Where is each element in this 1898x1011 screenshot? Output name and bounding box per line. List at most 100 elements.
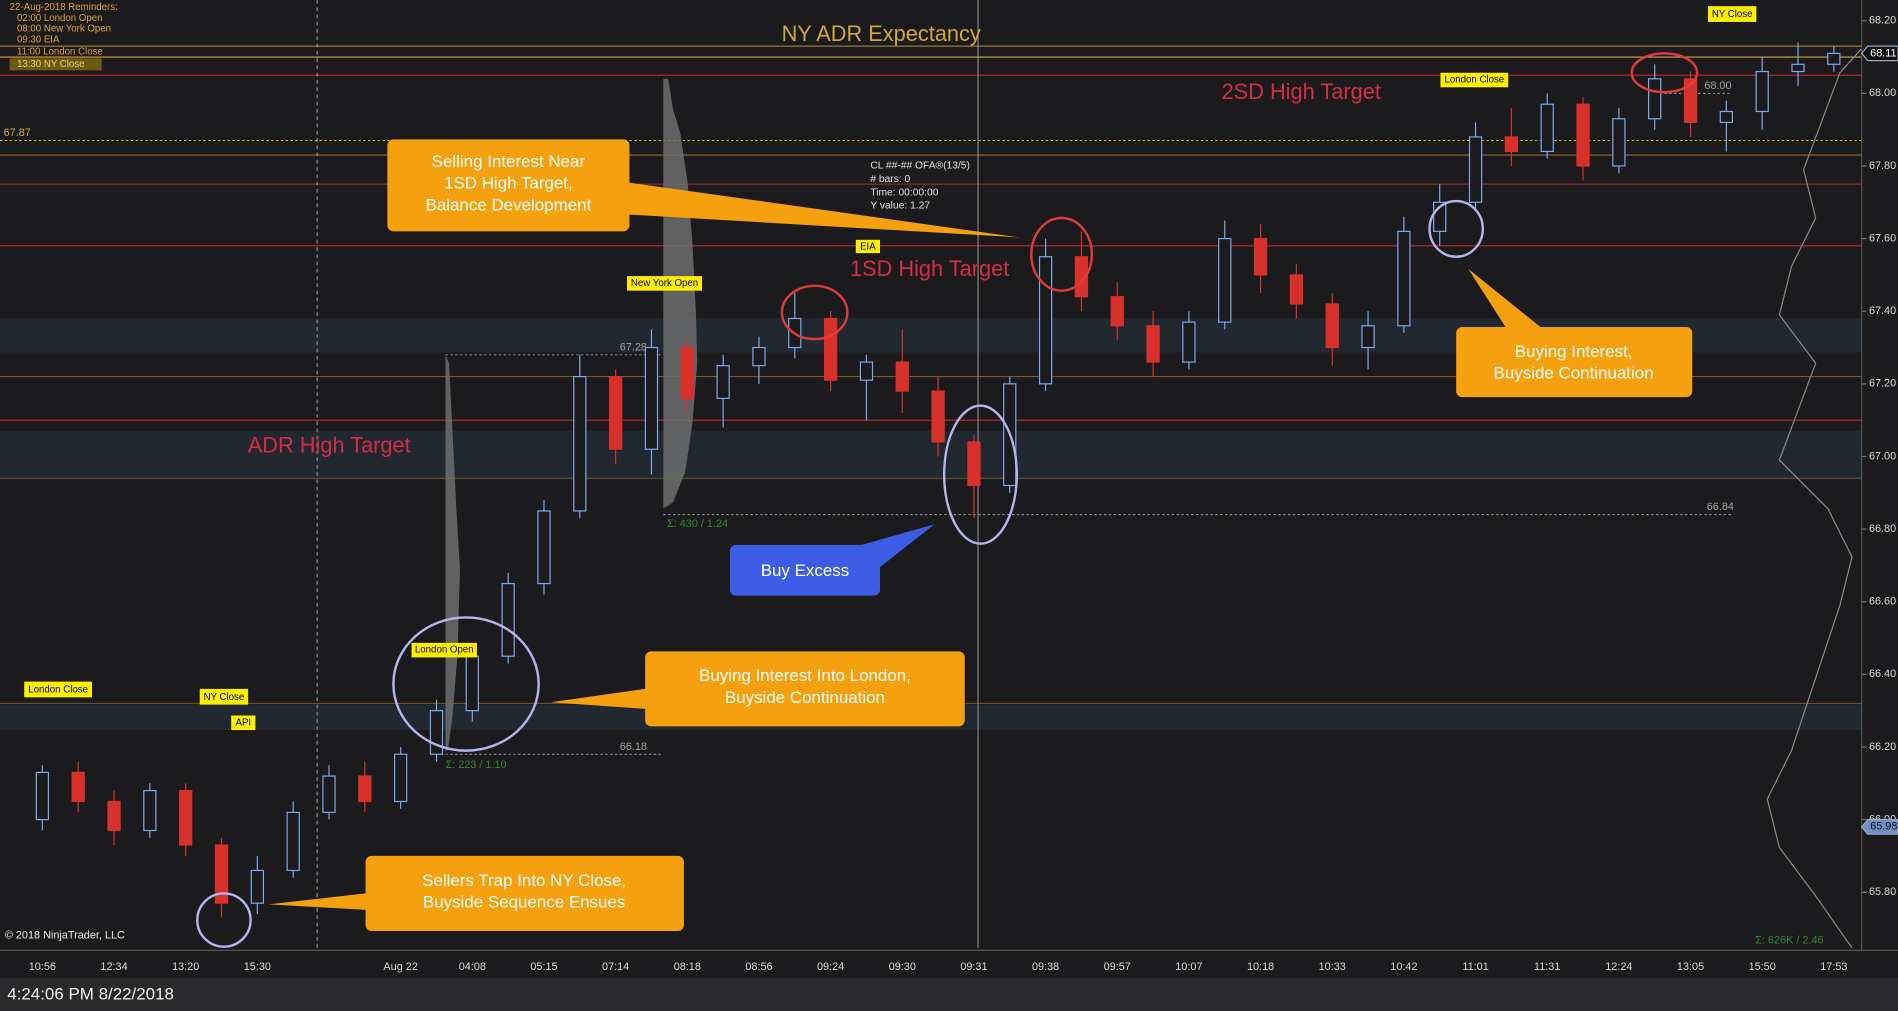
candle-body [537, 510, 551, 585]
status-time: 4:24:06 PM 8/22/2018 [7, 985, 174, 1004]
copyright: © 2018 NinjaTrader, LLC [5, 930, 125, 942]
session-tag [24, 681, 92, 698]
x-tick-label: 09:57 [1104, 961, 1131, 973]
callout-box [387, 139, 630, 232]
annotation: ADR High Target [248, 433, 411, 458]
reminder: 08:00 New York Open [17, 24, 111, 35]
x-tick-label: 09:30 [889, 961, 916, 973]
callout-text: Buying Interest, [1515, 342, 1633, 361]
highlight [196, 892, 252, 948]
x-tick-label: 10:18 [1247, 961, 1274, 973]
session-tag [855, 239, 881, 254]
candle-body [1074, 256, 1089, 298]
candle-body [644, 346, 659, 450]
candle-body [214, 844, 229, 904]
price-badge [1860, 819, 1898, 835]
y-tick-label: 67.60 [1869, 232, 1896, 244]
y-tick-label: 68.20 [1869, 15, 1896, 27]
callout-pointer [605, 179, 1020, 238]
y-tick-label: 67.20 [1869, 378, 1896, 390]
candle-body [1468, 136, 1483, 203]
candle-body [1827, 52, 1841, 65]
session-label: London Close [1444, 75, 1504, 86]
candle-body [1612, 118, 1626, 167]
x-tick-label: 11:31 [1534, 961, 1560, 973]
candle-body [107, 800, 121, 832]
price-badge-label: 68.11 [1870, 47, 1896, 59]
reminder: 11:00 London Close [17, 47, 103, 58]
candle-body [823, 317, 838, 381]
callout-pointer [268, 892, 376, 911]
info-line: Time: 00:00:00 [870, 187, 938, 198]
candle-body [250, 869, 265, 904]
y-tick-label: 67.80 [1869, 160, 1896, 172]
session-label: London Close [28, 685, 88, 696]
reminder: 02:00 London Open [17, 13, 103, 24]
x-tick-label: 10:42 [1390, 961, 1417, 973]
price-level-label: 68.00 [1704, 80, 1731, 92]
candle-body [1755, 70, 1769, 113]
session-tag [411, 642, 477, 658]
x-tick-label: 09:38 [1032, 961, 1059, 973]
candle-body [286, 811, 300, 872]
callout: Buying Interest, Buyside Continuation [1456, 268, 1693, 398]
x-tick-label: 17:53 [1820, 961, 1847, 973]
candle-body [35, 771, 50, 821]
y-tick-label: 66.60 [1869, 596, 1896, 608]
volume-profile [663, 78, 698, 509]
volume-profile [1766, 48, 1863, 949]
zone-band [0, 431, 1862, 480]
reminder-highlight [9, 58, 102, 71]
candle-body [1253, 237, 1268, 276]
candle-body [859, 361, 874, 381]
info-line: CL ##-## OFA®(13/5) [870, 161, 970, 172]
session-label: New York Open [631, 278, 698, 289]
price-level-label: 66.84 [1707, 501, 1734, 513]
candle-body [143, 789, 157, 832]
highlight [1030, 216, 1094, 292]
candle-body [1110, 296, 1124, 327]
reminders: 22-Aug-2018 Reminders: 02:00 London Open… [9, 2, 118, 71]
candle-body [931, 390, 945, 443]
highlight [1630, 52, 1699, 94]
info-line: Y value: 1.27 [870, 201, 930, 212]
x-tick-label: 08:56 [745, 961, 772, 973]
price-badge [1860, 45, 1898, 62]
callout-text: Buying Interest Into London, [699, 666, 911, 685]
status-bar [0, 978, 1898, 1011]
x-tick-label: 15:50 [1749, 961, 1776, 973]
session-label: API [236, 717, 252, 728]
candle-body [394, 753, 408, 803]
callout-text: Selling Interest Near [432, 152, 586, 171]
highlight [780, 284, 849, 341]
candle-body [1325, 303, 1339, 349]
x-tick-label: 04:08 [459, 961, 486, 973]
x-tick-label: 10:33 [1319, 961, 1346, 973]
x-tick-label: 15:30 [244, 961, 271, 973]
session-tag [199, 688, 249, 705]
candle-body [608, 375, 623, 450]
candle-body [1397, 230, 1411, 327]
x-tick-label: 05:15 [530, 961, 557, 973]
candle-body [1648, 78, 1662, 120]
callout-box [365, 855, 684, 931]
x-tick-label: 10:07 [1175, 961, 1202, 973]
session-tag [627, 276, 703, 291]
candle-body [1719, 110, 1734, 123]
callout-text: 1SD High Target, [444, 174, 573, 193]
candle-body [680, 346, 694, 399]
price-badge-label: 65.98 [1870, 821, 1897, 833]
session-label: EIA [860, 242, 876, 253]
candle-body [1146, 325, 1160, 363]
callout-text: Buyside Continuation [1494, 364, 1654, 383]
candle-body [1182, 321, 1196, 363]
candle-body [179, 789, 193, 846]
reminder: 13:30 NY Close [17, 59, 85, 70]
session-label: London Open [415, 645, 474, 656]
candle-body [1038, 256, 1053, 385]
reminder: 22-Aug-2018 Reminders: [10, 2, 118, 13]
x-tick-label: 13:20 [172, 961, 199, 973]
callout-text: Balance Development [426, 195, 592, 214]
x-tick-label: 09:31 [960, 961, 987, 973]
